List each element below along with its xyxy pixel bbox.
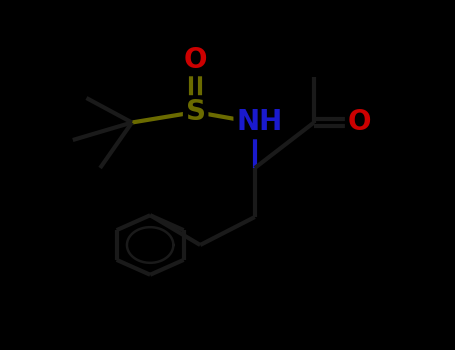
Text: O: O	[348, 108, 371, 136]
Text: NH: NH	[236, 108, 283, 136]
Text: O: O	[184, 46, 207, 74]
Text: S: S	[186, 98, 206, 126]
